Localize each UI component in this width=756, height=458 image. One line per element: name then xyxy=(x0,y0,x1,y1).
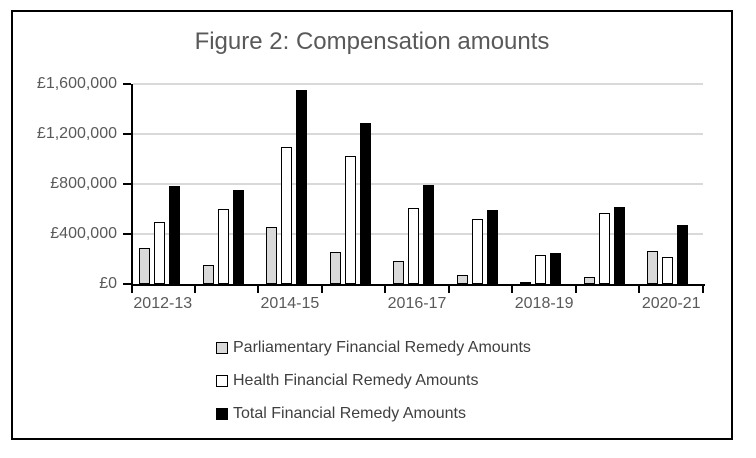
bar-group-2019-20 xyxy=(576,84,640,284)
bar-health xyxy=(154,221,165,284)
gridline xyxy=(133,133,703,135)
x-axis-tick xyxy=(702,286,704,293)
y-axis-label: £400,000 xyxy=(50,225,117,242)
bar-group-2013-14 xyxy=(195,84,259,284)
bar-total xyxy=(359,123,371,284)
y-axis-label: £800,000 xyxy=(50,175,117,192)
x-axis-tick xyxy=(193,286,196,293)
bar-health xyxy=(344,155,356,284)
bar-total xyxy=(613,206,625,284)
legend-label-health: Health Financial Remedy Amounts xyxy=(233,372,479,389)
bar-parliamentary xyxy=(456,275,468,284)
legend-label-parliamentary: Parliamentary Financial Remedy Amounts xyxy=(233,339,531,356)
y-axis-label: £1,600,000 xyxy=(36,75,117,92)
bar-group-2016-17 xyxy=(385,84,449,284)
bar-parliamentary xyxy=(520,281,532,284)
y-axis-label: £0 xyxy=(99,275,117,292)
bar-total xyxy=(423,184,435,284)
bar-parliamentary xyxy=(583,277,595,284)
bar-parliamentary xyxy=(202,265,214,284)
bar-total xyxy=(169,185,180,284)
gridline xyxy=(133,83,703,85)
bars-layer xyxy=(131,84,703,284)
bar-health xyxy=(598,213,610,284)
bar-parliamentary xyxy=(647,250,659,284)
legend-swatch-health xyxy=(216,375,228,387)
x-axis-tick xyxy=(257,286,260,293)
chart-figure: Figure 2: Compensation amounts Parliamen… xyxy=(11,10,733,440)
x-axis-label: 2018-19 xyxy=(514,295,574,312)
bar-total xyxy=(232,190,244,284)
y-axis-label: £1,200,000 xyxy=(36,125,117,142)
y-axis-tick xyxy=(123,233,131,235)
y-axis-tick xyxy=(123,133,131,135)
legend-item-total: Total Financial Remedy Amounts xyxy=(216,405,531,422)
bar-group-2012-13 xyxy=(131,84,195,284)
y-axis-tick xyxy=(123,283,131,285)
x-axis-tick xyxy=(320,286,323,293)
x-axis-label: 2014-15 xyxy=(260,295,320,312)
bar-health xyxy=(662,256,674,284)
bar-group-2018-19 xyxy=(512,84,576,284)
gridline xyxy=(133,183,703,185)
bar-total xyxy=(296,90,308,284)
x-axis-line xyxy=(131,284,705,286)
legend-item-parliamentary: Parliamentary Financial Remedy Amounts xyxy=(216,339,531,356)
bar-health xyxy=(471,219,483,284)
legend-swatch-total xyxy=(216,408,228,420)
y-axis-tick xyxy=(123,183,131,185)
legend: Parliamentary Financial Remedy Amounts H… xyxy=(216,339,531,439)
x-axis-tick xyxy=(447,286,450,293)
bar-parliamentary xyxy=(266,227,278,284)
y-axis-tick xyxy=(123,83,131,85)
legend-item-health: Health Financial Remedy Amounts xyxy=(216,372,531,389)
x-axis-label: 2020-21 xyxy=(641,295,701,312)
legend-swatch-parliamentary xyxy=(216,342,228,354)
bar-total xyxy=(486,210,498,284)
chart-title: Figure 2: Compensation amounts xyxy=(194,28,550,55)
x-axis-tick xyxy=(511,286,514,293)
bar-total xyxy=(550,252,562,284)
x-axis-tick xyxy=(574,286,577,293)
x-axis-label: 2016-17 xyxy=(387,295,447,312)
bar-parliamentary xyxy=(393,260,405,284)
bar-health xyxy=(281,147,293,284)
bar-parliamentary xyxy=(329,251,341,284)
x-axis-tick xyxy=(638,286,641,293)
y-axis-line xyxy=(131,84,133,293)
x-axis-tick xyxy=(384,286,387,293)
bar-group-2020-21 xyxy=(639,84,703,284)
bar-health xyxy=(535,254,547,284)
bar-group-2017-18 xyxy=(449,84,513,284)
bar-total xyxy=(677,224,689,284)
bar-health xyxy=(408,207,420,284)
legend-label-total: Total Financial Remedy Amounts xyxy=(233,405,466,422)
bar-health xyxy=(217,209,229,284)
x-axis-label: 2012-13 xyxy=(133,295,193,312)
bar-group-2014-15 xyxy=(258,84,322,284)
bar-parliamentary xyxy=(139,247,150,284)
bar-group-2015-16 xyxy=(322,84,386,284)
